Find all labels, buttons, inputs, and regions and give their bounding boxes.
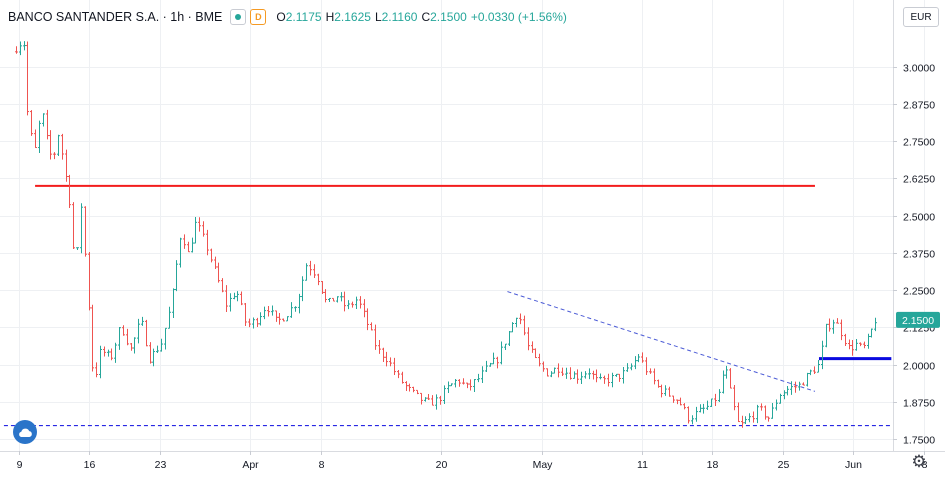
y-tick-label: 2.0000 <box>903 361 935 373</box>
y-tick-label: 2.3750 <box>903 249 935 261</box>
x-tick-label: 11 <box>637 459 648 471</box>
x-tick-label: May <box>533 459 554 471</box>
y-tick-label: 1.7500 <box>903 435 935 447</box>
descending-trend-line[interactable] <box>507 291 816 392</box>
candles <box>15 41 877 428</box>
x-tick-label: 8 <box>922 459 928 471</box>
x-tick-label: 25 <box>778 459 790 471</box>
x-tick-label: 23 <box>155 459 167 471</box>
x-tick-label: 18 <box>707 459 719 471</box>
x-tick-label: Apr <box>242 459 259 471</box>
ohlc-low: L2.1160 <box>374 10 418 24</box>
y-tick-label: 2.5000 <box>903 212 935 224</box>
y-axis[interactable]: 3.0000 2.8750 2.7500 2.6250 2.5000 2.3750 2.25… <box>893 63 935 447</box>
y-tick-label: 2.2500 <box>903 286 935 298</box>
x-tick-label: 9 <box>17 459 23 471</box>
axes <box>0 0 945 452</box>
currency-button[interactable]: EUR <box>903 7 939 27</box>
ohlc-high: H2.1625 <box>325 10 371 24</box>
ohlc-close: C2.1500 <box>421 10 467 24</box>
drawings <box>3 184 892 427</box>
market-open-dot-icon[interactable] <box>230 9 247 25</box>
x-tick-label: 16 <box>84 459 96 471</box>
symbol-legend[interactable]: BANCO SANTANDER S.A. · 1h · BME D O2.117… <box>8 8 571 26</box>
tradingview-cloud-icon[interactable] <box>13 420 37 444</box>
y-tick-label: 2.8750 <box>903 100 935 112</box>
x-tick-label: Jun <box>845 459 862 471</box>
ohlc-open: O2.1175 <box>276 10 322 24</box>
gear-icon[interactable]: ⚙ <box>911 452 927 471</box>
x-axis[interactable]: 9 16 23 Apr 8 20 May 11 18 25 Jun 8 <box>17 451 928 471</box>
y-tick-label: 3.0000 <box>903 63 935 75</box>
cloud-glyph <box>19 428 32 437</box>
ohlc-change: +0.0330 (+1.56%) <box>470 10 567 24</box>
last-price-label: 2.1500 <box>902 315 934 327</box>
y-tick-label: 2.7500 <box>903 137 935 149</box>
grid <box>0 0 925 451</box>
y-tick-label: 2.6250 <box>903 174 935 186</box>
symbol-title[interactable]: BANCO SANTANDER S.A. · 1h · BME <box>8 10 223 24</box>
dividend-badge[interactable]: D <box>250 9 267 25</box>
x-tick-label: 20 <box>436 459 448 471</box>
x-tick-label: 8 <box>319 459 325 471</box>
y-tick-label: 1.8750 <box>903 398 935 410</box>
last-price-tag: 2.1500 <box>896 311 940 328</box>
